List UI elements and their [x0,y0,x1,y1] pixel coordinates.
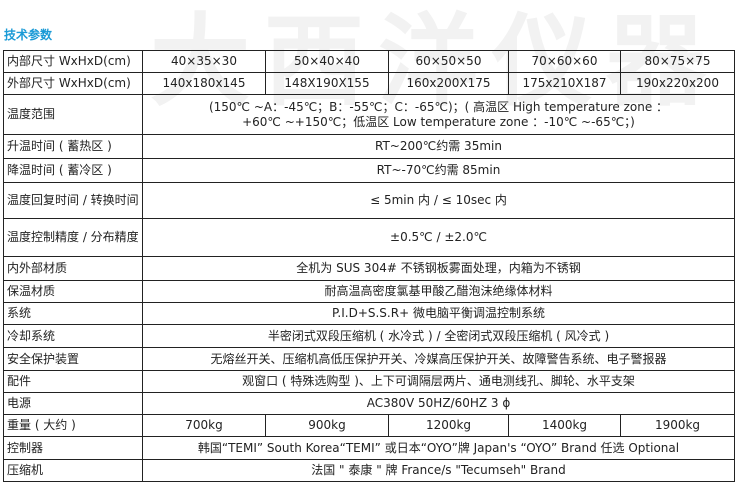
table-row: 保温材质 耐高温高密度氯基甲酸乙醋泡沫绝缘体材料 [3,280,735,303]
row-label: 温度范围 [3,94,143,135]
value-line: RT~-70℃约需 85min [376,163,501,177]
cell-value: 法国 " 泰康 " 牌 France/s "Tecumseh" Brand [142,459,735,482]
row-label: 外部尺寸 WxHxD(cm) [3,72,143,95]
row-label: 压缩机 [3,459,143,482]
section-title: 技术参数 [4,28,53,42]
row-label: 配件 [3,370,143,393]
cell-value: 900kg [265,414,389,437]
value-line-2: +60℃ ~+150℃；低温区 Low temperature zone ：-1… [242,114,635,129]
spec-table: 内部尺寸 WxHxD(cm) 40×35×30 50×40×40 60×50×50 70… [3,50,735,482]
value-line: 观窗口 ( 特殊选购型 )、上下可调隔层两片、通电测线孔、脚轮、水平支架 [242,374,635,388]
row-label: 内外部材质 [3,256,143,281]
cell-value: RT~200℃约需 35min [142,134,735,159]
cell-value: 700kg [142,414,266,437]
cell-value: ±0.5℃ / ±2.0℃ [142,218,735,257]
value-line: 全机为 SUS 304# 不锈钢板雾面处理，内箱为不锈钢 [296,261,581,275]
table-row: 温度范围 (150℃ ~A：-45℃；B：-55℃；C：-65℃)；( 高温区 H… [3,94,735,135]
cell-value: AC380V 50HZ/60HZ 3 ϕ [142,392,735,415]
value-line: ≤ 5min 内 / ≤ 10sec 内 [370,193,507,207]
row-label: 温度控制精度 / 分布精度 [3,218,143,257]
table-row: 温度回复时间 / 转换时间 ≤ 5min 内 / ≤ 10sec 内 [3,182,735,219]
table-row: 控制器 韩国“TEMI” South Korea“TEMI” 或日本“OYO”牌 … [3,436,735,460]
value-line: AC380V 50HZ/60HZ 3 ϕ [366,396,511,410]
row-label: 冷却系统 [3,324,143,348]
cell-value: 半密闭式双段压缩机 ( 水冷式 ) / 全密闭式双段压缩机 ( 风冷式 ) [142,324,735,348]
row-label: 安全保护装置 [3,347,143,371]
cell-value: 80×75×75 [620,50,735,73]
table-row: 冷却系统 半密闭式双段压缩机 ( 水冷式 ) / 全密闭式双段压缩机 ( 风冷式 … [3,324,735,348]
row-label: 重量 ( 大约 ) [3,414,143,437]
cell-value: 全机为 SUS 304# 不锈钢板雾面处理，内箱为不锈钢 [142,256,735,281]
cell-value: 耐高温高密度氯基甲酸乙醋泡沫绝缘体材料 [142,280,735,303]
row-label: 保温材质 [3,280,143,303]
cell-value: 148X190X155 [265,72,389,95]
cell-value: 1900kg [620,414,735,437]
row-label: 内部尺寸 WxHxD(cm) [3,50,143,73]
value-line: 半密闭式双段压缩机 ( 水冷式 ) / 全密闭式双段压缩机 ( 风冷式 ) [267,328,610,343]
cell-value: 40×35×30 [142,50,266,73]
table-row: 配件 观窗口 ( 特殊选购型 )、上下可调隔层两片、通电测线孔、脚轮、水平支架 [3,370,735,393]
row-label: 系统 [3,302,143,325]
table-row: 压缩机 法国 " 泰康 " 牌 France/s "Tecumseh" Brand [3,459,735,482]
cell-value: 60×50×50 [388,50,509,73]
row-label: 降温时间 ( 蓄冷区 ) [3,158,143,183]
table-row: 内部尺寸 WxHxD(cm) 40×35×30 50×40×40 60×50×50 70… [3,50,735,73]
cell-value: 70×60×60 [508,50,621,73]
cell-value: 175x210X187 [508,72,621,95]
cell-value: ≤ 5min 内 / ≤ 10sec 内 [142,182,735,219]
cell-value: 160x200X175 [388,72,509,95]
table-row: 外部尺寸 WxHxD(cm) 140x180x145 148X190X155 160x… [3,72,735,95]
table-row: 降温时间 ( 蓄冷区 ) RT~-70℃约需 85min [3,158,735,183]
row-label: 升温时间 ( 蓄热区 ) [3,134,143,159]
value-line: 无熔丝开关、压缩机高低压保护开关、冷媒高压保护开关、故障警告系统、电子警报器 [210,351,667,366]
table-row: 升温时间 ( 蓄热区 ) RT~200℃约需 35min [3,134,735,159]
cell-value: 1200kg [388,414,509,437]
cell-value: 50×40×40 [265,50,389,73]
value-line: RT~200℃约需 35min [375,139,502,153]
cell-value: 1400kg [508,414,621,437]
table-row: 重量 ( 大约 ) 700kg 900kg 1200kg 1400kg 1900kg [3,414,735,437]
cell-value: 140x180x145 [142,72,266,95]
cell-value: P.I.D+S.S.R+ 微电脑平衡调温控制系统 [142,302,735,325]
cell-value: RT~-70℃约需 85min [142,158,735,183]
table-row: 电源 AC380V 50HZ/60HZ 3 ϕ [3,392,735,415]
table-row: 安全保护装置 无熔丝开关、压缩机高低压保护开关、冷媒高压保护开关、故障警告系统、电… [3,347,735,371]
cell-value: 190x220x200 [620,72,735,95]
value-line: (150℃ ~A：-45℃；B：-55℃；C：-65℃)；( 高温区 High … [208,99,669,114]
cell-value: (150℃ ~A：-45℃；B：-55℃；C：-65℃)；( 高温区 High … [142,94,735,135]
cell-value: 观窗口 ( 特殊选购型 )、上下可调隔层两片、通电测线孔、脚轮、水平支架 [142,370,735,393]
value-line: 法国 " 泰康 " 牌 France/s "Tecumseh" Brand [311,463,566,477]
cell-value: 韩国“TEMI” South Korea“TEMI” 或日本“OYO”牌 Jap… [142,436,735,460]
table-row: 内外部材质 全机为 SUS 304# 不锈钢板雾面处理，内箱为不锈钢 [3,256,735,281]
value-line: 耐高温高密度氯基甲酸乙醋泡沫绝缘体材料 [324,284,553,298]
value-line: ±0.5℃ / ±2.0℃ [390,230,487,244]
row-label: 控制器 [3,436,143,460]
value-line: 韩国“TEMI” South Korea“TEMI” 或日本“OYO”牌 Jap… [197,440,680,455]
row-label: 温度回复时间 / 转换时间 [3,182,143,219]
table-row: 系统 P.I.D+S.S.R+ 微电脑平衡调温控制系统 [3,302,735,325]
table-row: 温度控制精度 / 分布精度 ±0.5℃ / ±2.0℃ [3,218,735,257]
value-line: P.I.D+S.S.R+ 微电脑平衡调温控制系统 [332,306,545,320]
cell-value: 无熔丝开关、压缩机高低压保护开关、冷媒高压保护开关、故障警告系统、电子警报器 [142,347,735,371]
row-label: 电源 [3,392,143,415]
